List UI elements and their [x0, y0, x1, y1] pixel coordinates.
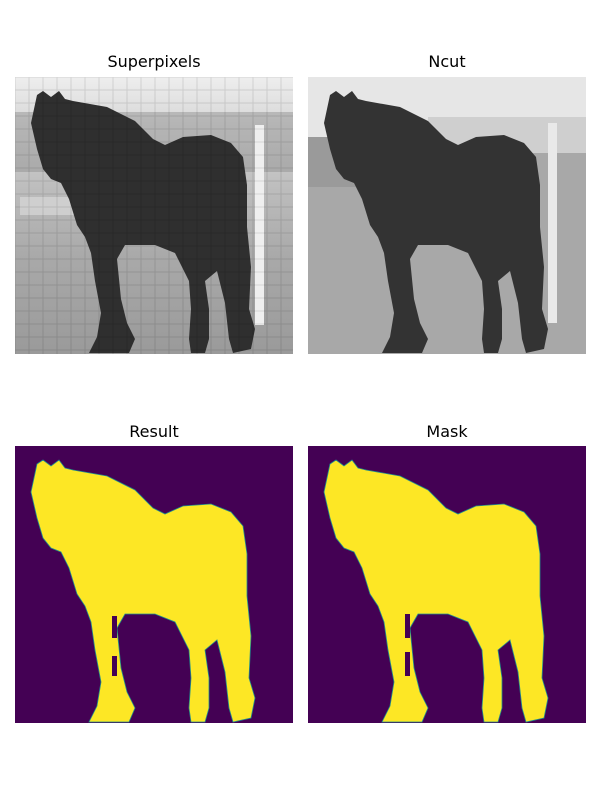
ncut-svg	[308, 77, 586, 354]
result-gap-1	[112, 616, 117, 638]
result-horse	[30, 459, 256, 723]
panel-title-result: Result	[129, 422, 179, 441]
mask-gap-2	[405, 652, 410, 676]
mask-gap-1	[405, 614, 410, 638]
result-gap-2	[112, 656, 117, 676]
panel-title-ncut: Ncut	[428, 52, 466, 71]
ncut-image	[308, 77, 586, 354]
result-mask-image	[15, 446, 293, 723]
ncut-pole	[548, 123, 557, 323]
superpixels-grid	[15, 77, 293, 354]
superpixels-svg	[15, 77, 293, 354]
result-svg	[15, 446, 293, 723]
ncut-horse	[324, 91, 548, 353]
panel-title-mask: Mask	[426, 422, 468, 441]
superpixels-image	[15, 77, 293, 354]
mask-svg	[308, 446, 586, 723]
mask-image	[308, 446, 586, 723]
mask-horse	[323, 459, 549, 723]
panel-title-superpixels: Superpixels	[107, 52, 201, 71]
